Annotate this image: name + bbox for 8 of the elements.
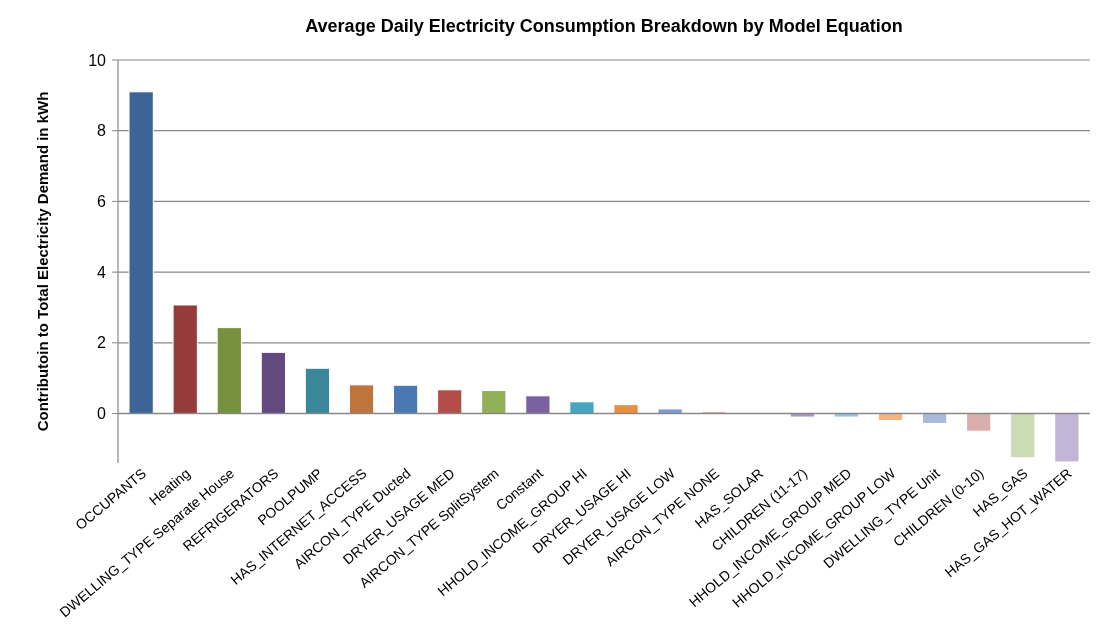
chart-title: Average Daily Electricity Consumption Breakdown by Model Equation	[305, 16, 903, 36]
y-tick-label: 10	[88, 51, 107, 69]
y-tick-label: 2	[97, 334, 107, 352]
y-axis-title: Contributoin to Total Electricity Demand in kWh	[34, 91, 51, 432]
y-tick-label: 0	[97, 405, 107, 423]
y-tick-label: 6	[97, 193, 107, 210]
y-tick-label: 4	[97, 263, 107, 281]
y-tick-label: 8	[97, 122, 107, 140]
